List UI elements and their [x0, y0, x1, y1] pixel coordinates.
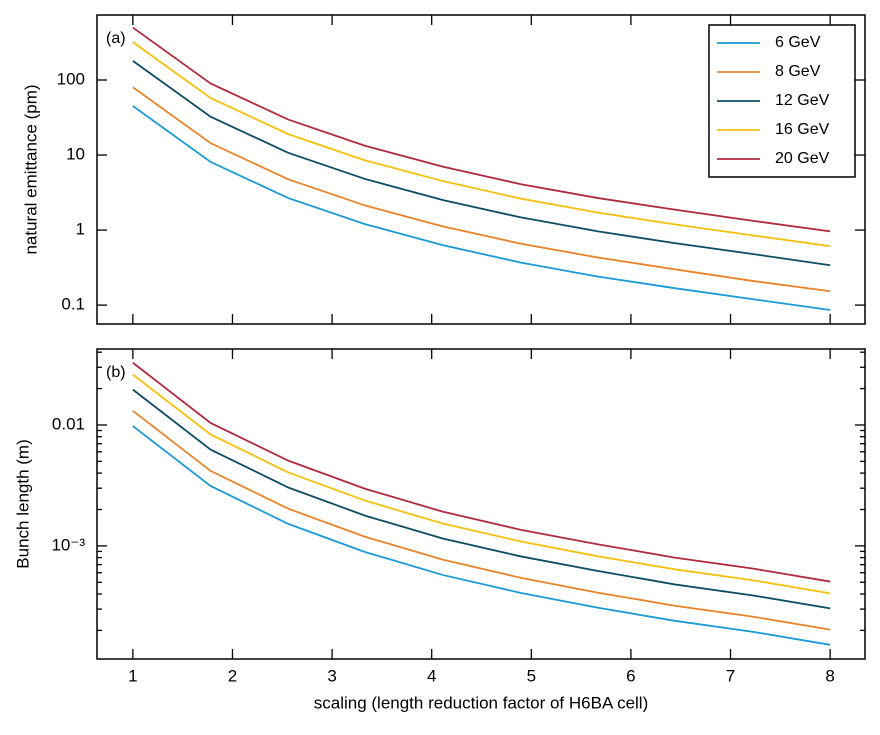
x-axis-label: scaling (length reduction factor of H6BA…: [314, 693, 649, 712]
y-tick-label: 1: [76, 220, 85, 239]
x-tick-label: 8: [825, 666, 834, 685]
plot-frame: [96, 348, 866, 660]
x-tick-label: 3: [327, 666, 336, 685]
y-tick-label: 100: [57, 69, 85, 88]
x-tick-label: 1: [128, 666, 137, 685]
series-line: [132, 41, 831, 248]
panel-label: (a): [106, 30, 126, 47]
series-line: [132, 362, 831, 583]
x-tick-label: 7: [726, 666, 735, 685]
legend-label: 6 GeV: [775, 34, 821, 51]
y-tick-label: 10: [66, 145, 85, 164]
x-tick-label: 5: [527, 666, 536, 685]
x-tick-label: 4: [427, 666, 436, 685]
series-line: [132, 60, 831, 267]
series-line: [132, 86, 831, 293]
legend-label: 20 GeV: [775, 150, 830, 167]
y-tick-label: 0.01: [52, 414, 85, 433]
x-tick-label: 6: [626, 666, 635, 685]
series-line: [132, 105, 831, 311]
series-line: [132, 425, 831, 646]
series-line: [132, 388, 831, 610]
panel-label: (b): [106, 364, 126, 381]
y-axis-label: Bunch length (m): [13, 439, 32, 568]
series-line: [132, 373, 831, 595]
legend-label: 16 GeV: [775, 121, 830, 138]
x-tick-label: 2: [228, 666, 237, 685]
series-line: [132, 26, 831, 233]
series-line: [132, 410, 831, 631]
legend-label: 8 GeV: [775, 63, 821, 80]
y-axis-label: natural emittance (pm): [21, 84, 40, 254]
y-tick-label: 10⁻³: [51, 535, 85, 554]
legend-label: 12 GeV: [775, 92, 830, 109]
plot-frame: [96, 14, 866, 325]
y-tick-label: 0.1: [61, 295, 85, 314]
